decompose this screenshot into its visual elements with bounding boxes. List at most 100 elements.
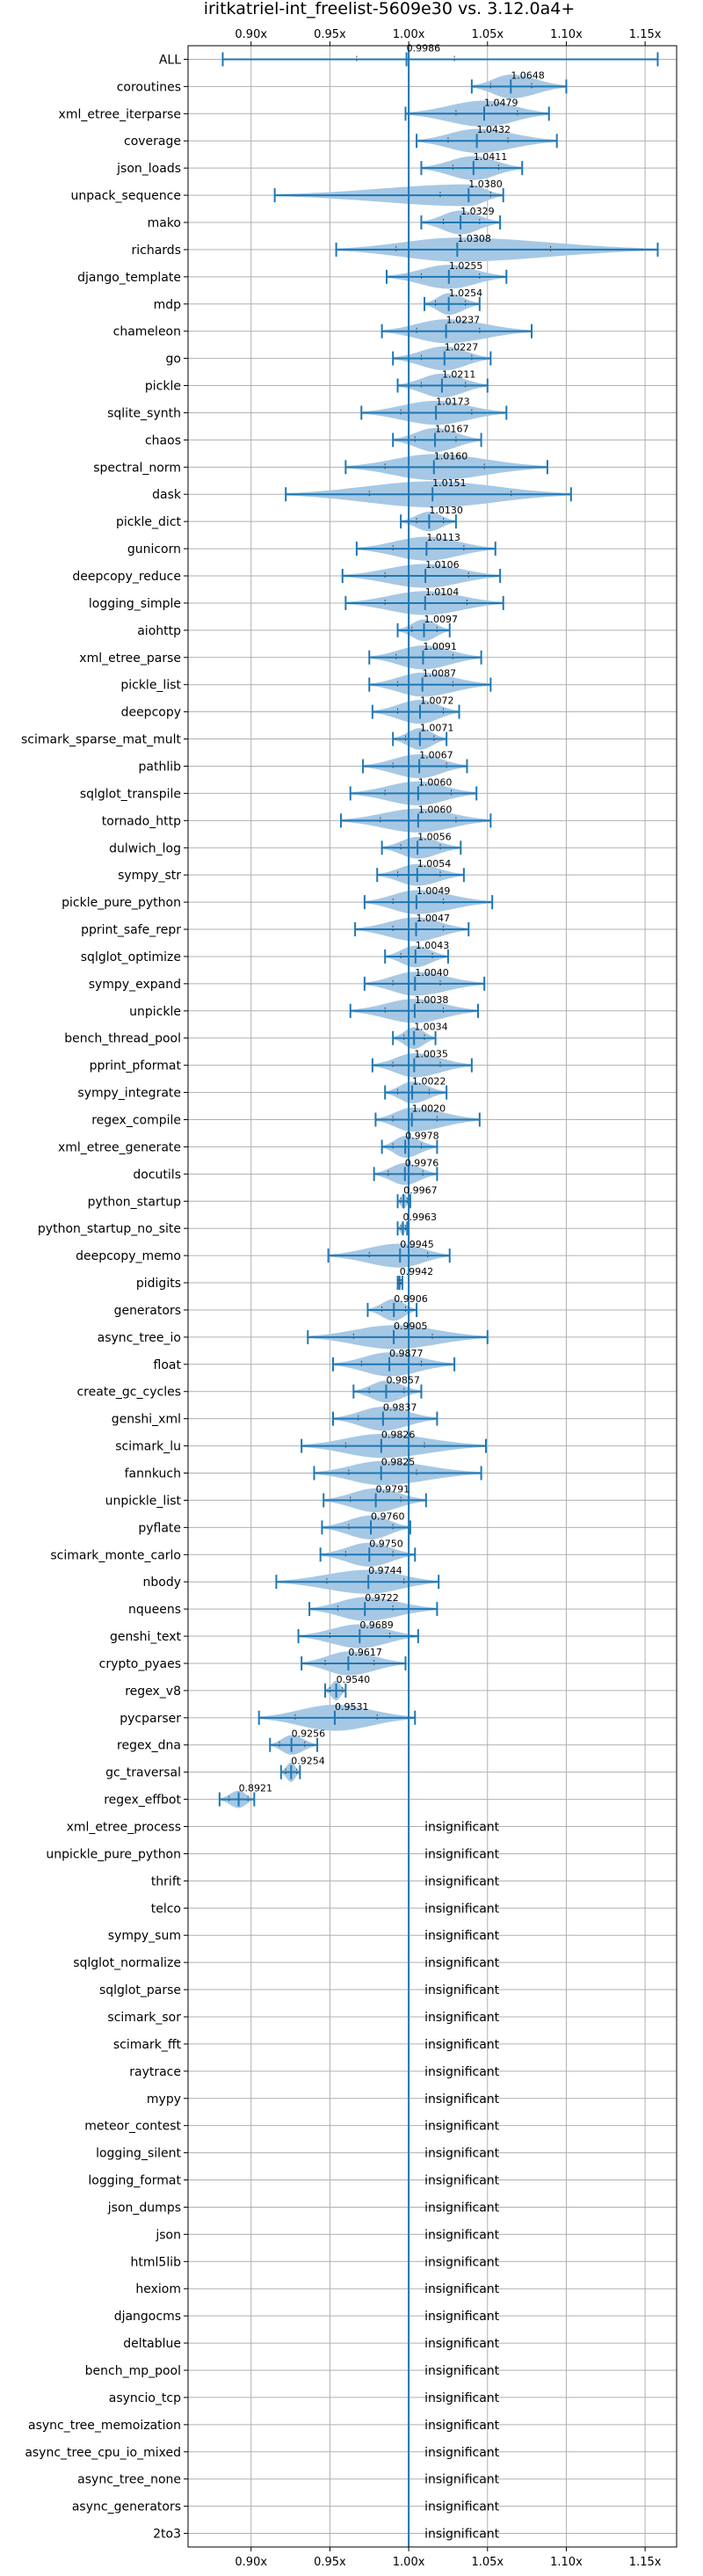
mean-value-label: 1.0104 [425, 586, 459, 598]
x-tick-label-top: 1.00x [393, 28, 425, 41]
benchmark-name-label: logging_silent [96, 2147, 181, 2161]
benchmark-name-label: regex_dna [117, 1739, 181, 1753]
mean-value-label: 1.0047 [417, 913, 451, 924]
benchmark-name-label: xml_etree_process [67, 1821, 181, 1835]
benchmark-name-label: sqlglot_parse [99, 1983, 181, 1997]
benchmark-name-label: telco [151, 1902, 181, 1916]
insignificant-label: insignificant [424, 2120, 500, 2134]
benchmark-name-label: raytrace [129, 2065, 181, 2079]
mean-value-label: 0.8921 [239, 1783, 273, 1794]
benchmark-name-label: async_tree_cpu_io_mixed [25, 2446, 181, 2460]
benchmark-name-label: unpickle [129, 1005, 181, 1019]
x-tick-label-top: 1.15x [629, 28, 662, 41]
mean-value-label: 1.0329 [460, 206, 495, 217]
benchmark-name-label: scimark_fft [113, 2038, 182, 2052]
benchmark-name-label: deltablue [123, 2337, 181, 2351]
benchmark-name-label: pprint_pformat [90, 1059, 182, 1073]
mean-value-label: 0.9825 [381, 1457, 416, 1468]
benchmark-name-label: regex_effbot [104, 1794, 181, 1808]
benchmark-name-label: fannkuch [125, 1467, 181, 1481]
benchmark-name-label: pickle_dict [116, 515, 182, 529]
benchmark-name-label: sqlglot_optimize [81, 950, 181, 964]
benchmark-name-label: bench_thread_pool [64, 1032, 181, 1046]
mean-value-label: 1.0091 [423, 641, 457, 652]
mean-value-label: 1.0308 [457, 233, 491, 244]
insignificant-label: insignificant [424, 1956, 500, 1970]
mean-value-label: 1.0479 [484, 97, 518, 108]
x-tick-label-top: 0.90x [235, 28, 267, 41]
mean-value-label: 1.0411 [474, 151, 508, 163]
benchmark-name-label: sympy_integrate [77, 1087, 181, 1101]
insignificant-label: insignificant [424, 2391, 500, 2405]
benchmark-name-label: bench_mp_pool [85, 2364, 181, 2378]
benchmark-name-label: sympy_sum [108, 1929, 181, 1943]
benchmark-name-label: richards [132, 244, 182, 258]
mean-value-label: 0.9986 [407, 42, 441, 54]
insignificant-label: insignificant [424, 1874, 500, 1888]
benchmark-name-label: pickle [145, 380, 181, 394]
insignificant-label: insignificant [424, 2364, 500, 2378]
mean-value-label: 1.0432 [477, 124, 511, 135]
x-tick-label-bottom: 1.05x [471, 2556, 504, 2569]
mean-value-label: 0.9963 [402, 1212, 437, 1223]
benchmark-name-label: mako [148, 216, 181, 230]
insignificant-label: insignificant [424, 2065, 500, 2079]
mean-value-label: 1.0056 [417, 831, 451, 842]
insignificant-label: insignificant [424, 2038, 500, 2052]
benchmark-name-label: json [155, 2228, 181, 2242]
benchmark-name-label: genshi_text [110, 1630, 182, 1644]
x-tick-label-bottom: 1.15x [629, 2556, 662, 2569]
mean-value-label: 1.0087 [423, 668, 457, 680]
benchmark-name-label: json_dumps [107, 2201, 181, 2215]
plot-frame [187, 45, 678, 2548]
mean-value-label: 1.0067 [419, 749, 453, 760]
mean-value-label: 0.9967 [403, 1184, 438, 1196]
x-tick-label-bottom: 0.95x [314, 2556, 346, 2569]
benchmark-name-label: json_loads [116, 162, 181, 176]
benchmark-name-label: django_template [77, 271, 181, 285]
x-tick-label-bottom: 1.10x [550, 2556, 583, 2569]
violin-layer [218, 52, 659, 1808]
mean-value-label: 1.0035 [414, 1049, 448, 1060]
mean-value-label: 1.0151 [432, 477, 466, 489]
mean-value-label: 1.0054 [417, 858, 452, 870]
insignificant-label: insignificant [424, 2092, 500, 2107]
x-tick-label-bottom: 1.00x [393, 2556, 425, 2569]
insignificant-label: insignificant [424, 1929, 500, 1943]
insignificant-label: insignificant [424, 2473, 500, 2487]
benchmark-name-label: pickle_pure_python [62, 896, 181, 910]
mean-value-label: 0.9976 [405, 1157, 439, 1168]
benchmark-name-label: pidigits [136, 1277, 181, 1291]
x-tick-label-top: 1.05x [471, 28, 504, 41]
mean-value-label: 0.9256 [292, 1728, 326, 1740]
mean-value-label: 1.0097 [424, 614, 458, 625]
mean-value-label: 0.9760 [371, 1510, 405, 1522]
benchmark-name-label: dulwich_log [109, 841, 181, 855]
insignificant-label: insignificant [424, 2201, 500, 2215]
benchmark-name-label: tornado_http [102, 814, 181, 828]
x-tick-label-top: 0.95x [314, 28, 346, 41]
mean-value-label: 0.9837 [383, 1402, 417, 1414]
mean-value-label: 0.9978 [405, 1130, 439, 1141]
insignificant-label: insignificant [424, 2528, 500, 2542]
mean-value-label: 1.0040 [415, 967, 449, 979]
benchmark-name-label: deepcopy [121, 706, 181, 720]
benchmark-name-label: aiohttp [137, 624, 181, 638]
benchmark-name-label: sympy_str [118, 869, 181, 883]
benchmark-name-label: chameleon [113, 325, 181, 339]
mean-value-label: 1.0648 [511, 69, 545, 81]
insignificant-label: insignificant [424, 1983, 500, 1997]
mean-value-label: 1.0237 [446, 315, 481, 326]
mean-value-label: 0.9945 [400, 1239, 434, 1250]
insignificant-label: insignificant [424, 2174, 500, 2188]
benchmark-name-label: ALL [159, 53, 181, 67]
benchmark-name-label: pickle_list [120, 679, 181, 693]
mean-value-label: 0.9826 [381, 1430, 416, 1441]
insignificant-label: insignificant [424, 2446, 500, 2460]
benchmark-name-label: chaos [145, 433, 181, 448]
mean-value-label: 1.0130 [429, 505, 463, 516]
mean-value-label: 0.9906 [394, 1293, 428, 1305]
benchmark-name-label: logging_format [88, 2174, 181, 2188]
